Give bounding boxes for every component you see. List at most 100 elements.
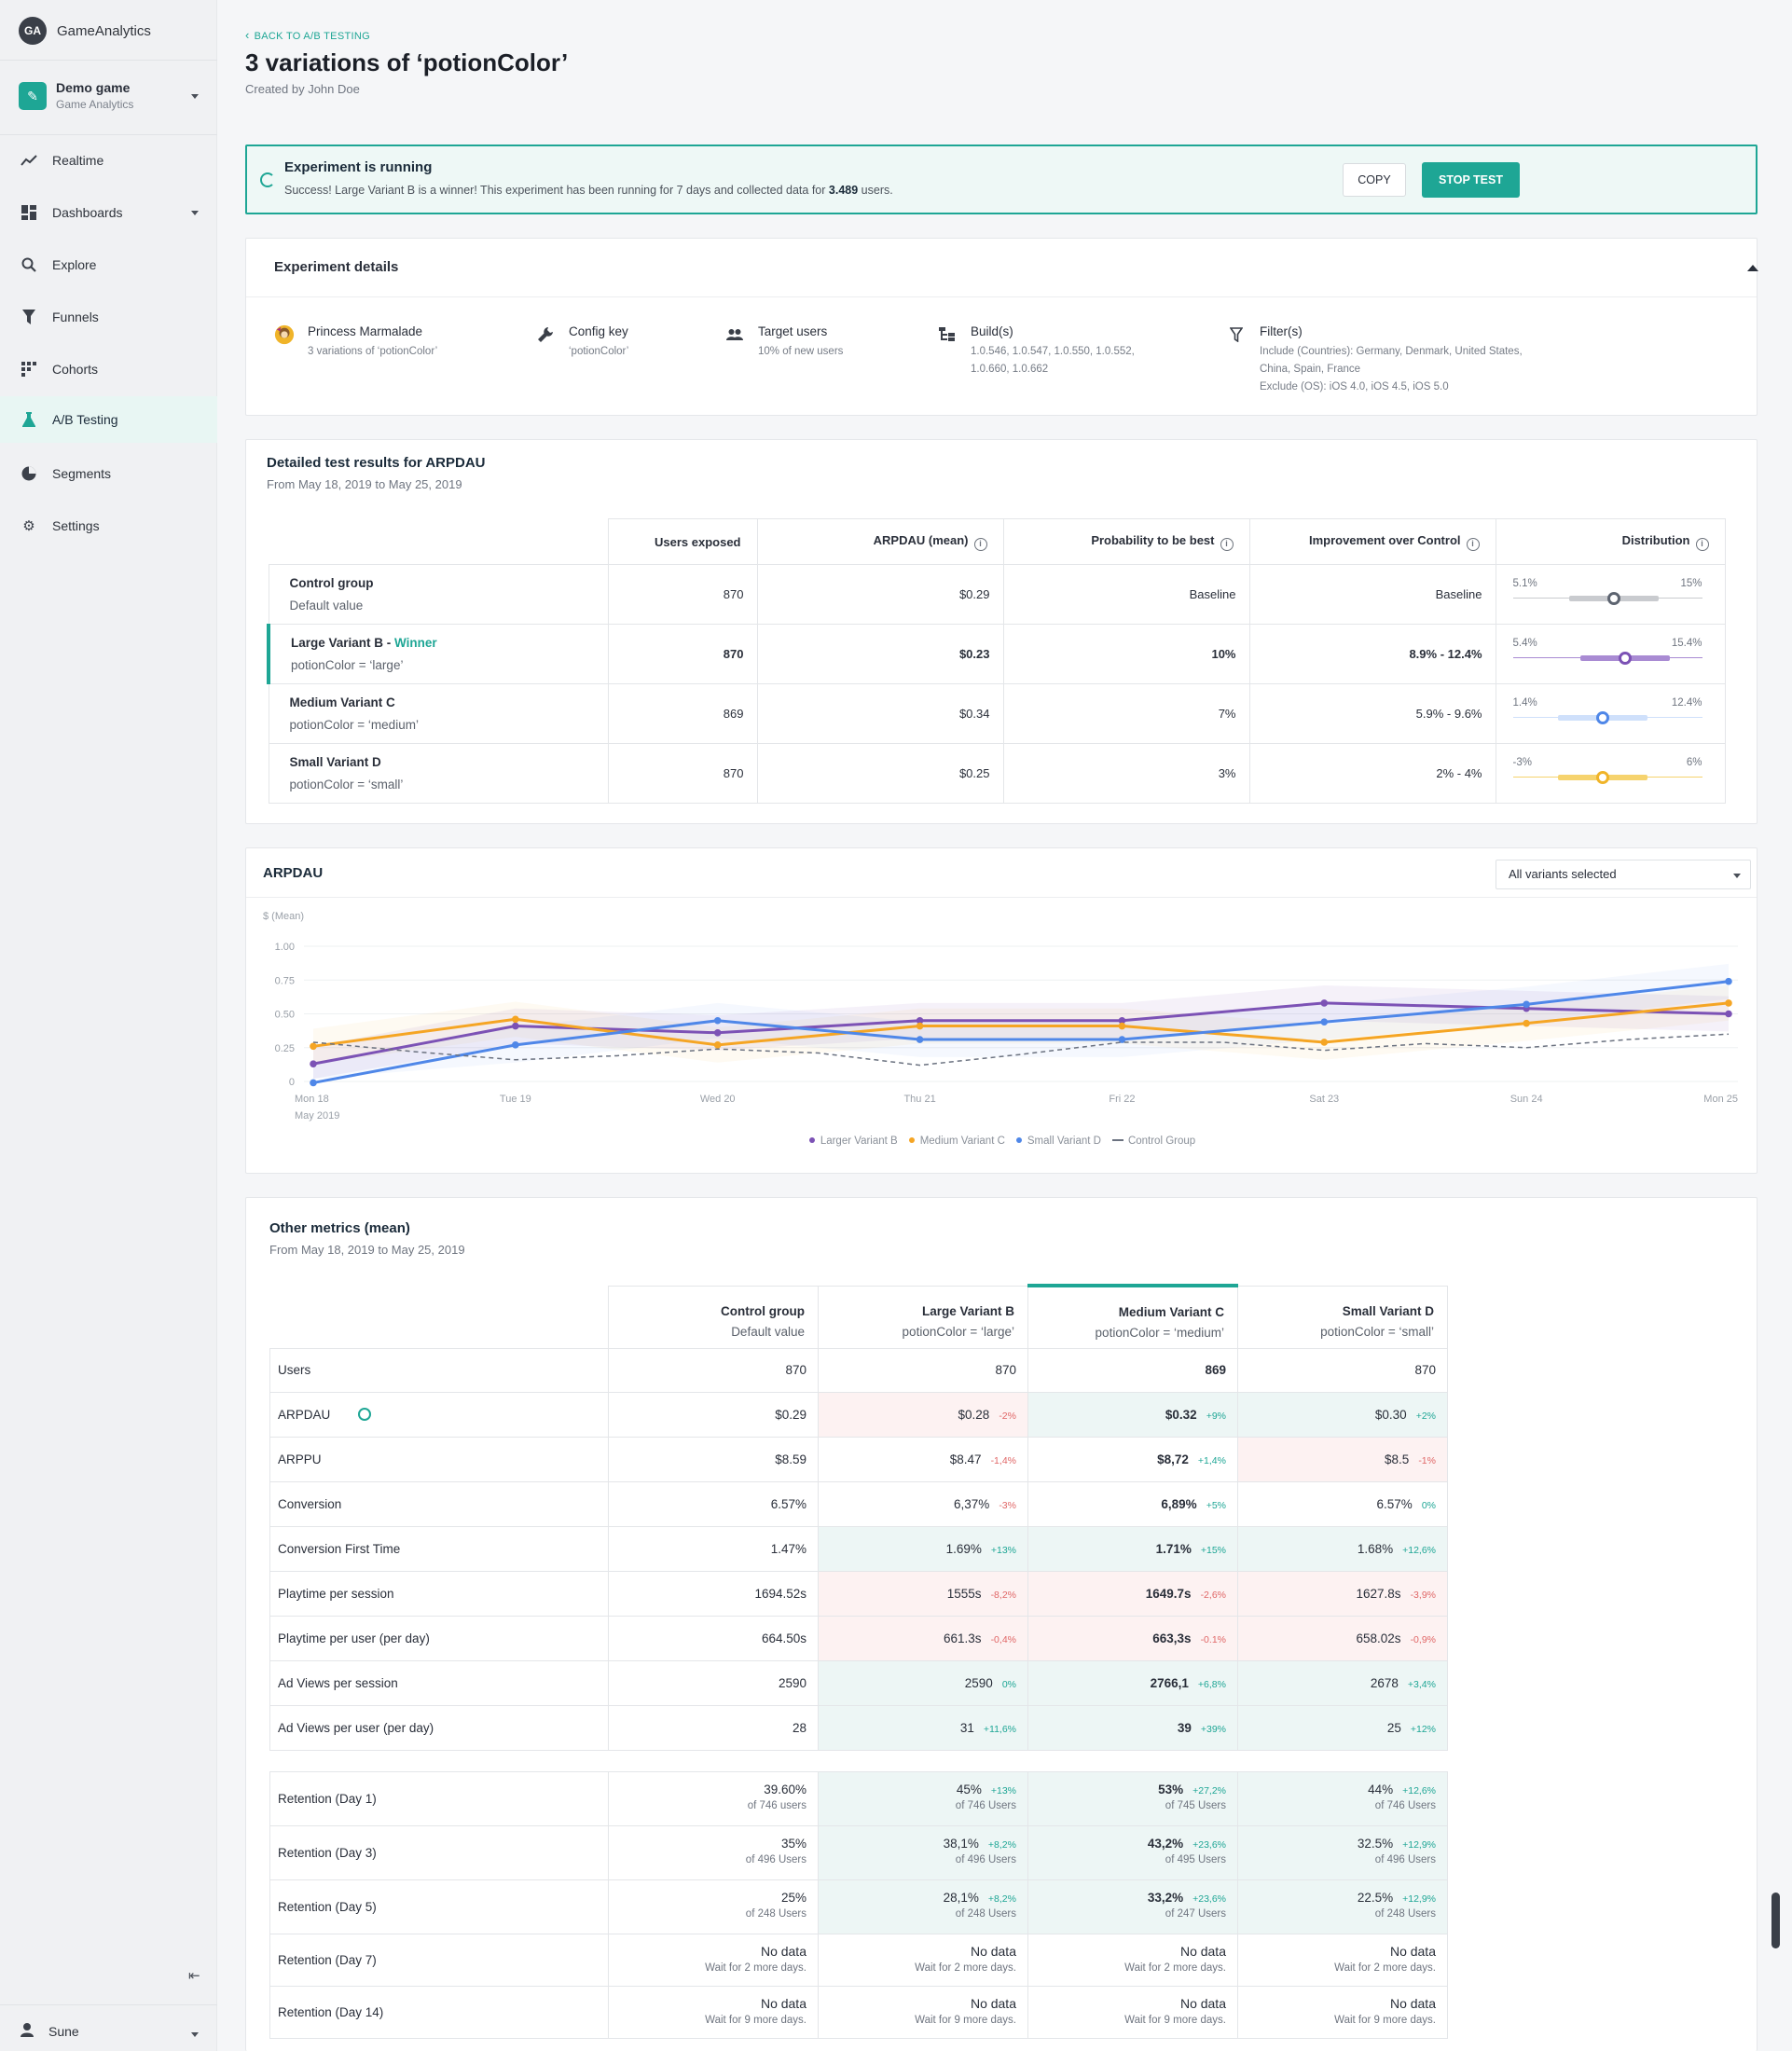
info-icon[interactable]: i bbox=[973, 537, 987, 551]
metric-value-line: No data bbox=[1238, 1996, 1436, 2011]
legend-label: Control Group bbox=[1127, 1136, 1196, 1147]
nav-item-explore[interactable]: Explore bbox=[0, 241, 217, 288]
stop-test-button[interactable]: STOP TEST bbox=[1422, 162, 1520, 198]
chevron-up-icon[interactable] bbox=[1747, 265, 1758, 271]
probability-cell: 7% bbox=[1002, 683, 1250, 744]
data-point[interactable] bbox=[512, 1041, 519, 1049]
legend-item[interactable]: Medium Variant C bbox=[908, 1136, 1005, 1147]
data-point[interactable] bbox=[1725, 1010, 1732, 1018]
data-point[interactable] bbox=[1725, 977, 1732, 985]
metric-delta: 0% bbox=[1001, 1678, 1016, 1690]
data-point[interactable] bbox=[916, 1036, 924, 1043]
variant-value: potionColor = ‘medium’ bbox=[289, 718, 419, 732]
other-title: Other metrics (mean) bbox=[269, 1220, 410, 1236]
legend-item[interactable]: Control Group bbox=[1111, 1136, 1196, 1147]
data-point[interactable] bbox=[1118, 1022, 1126, 1030]
metric-name-cell: ARPPU bbox=[269, 1436, 609, 1482]
legend-item[interactable]: Small Variant D bbox=[1015, 1136, 1101, 1147]
metric-cell: No data Wait for 2 more days. bbox=[1027, 1934, 1238, 1987]
metric-cell: 39.60% of 746 users bbox=[608, 1771, 819, 1826]
metric-value-line: 35% bbox=[609, 1837, 806, 1851]
variant-select[interactable]: All variants selected bbox=[1496, 860, 1751, 889]
nav-item-ab-testing[interactable]: A/B Testing bbox=[0, 396, 217, 443]
col-name: Large Variant B bbox=[921, 1303, 1014, 1318]
divider bbox=[246, 897, 1757, 898]
created-by: Created by John Doe bbox=[245, 82, 360, 96]
data-point[interactable] bbox=[713, 1041, 722, 1049]
data-point[interactable] bbox=[1523, 1019, 1530, 1027]
divider bbox=[0, 2004, 217, 2005]
distribution-cell: 1.4% 12.4% bbox=[1495, 683, 1726, 744]
metric-value-line: 1.71% +15% bbox=[1028, 1542, 1226, 1556]
data-point[interactable] bbox=[1118, 1016, 1126, 1025]
nav-item-dashboards[interactable]: Dashboards bbox=[0, 189, 217, 236]
legend-item[interactable]: Larger Variant B bbox=[808, 1136, 898, 1147]
metric-value-line: 39.60% bbox=[609, 1783, 806, 1796]
data-point[interactable] bbox=[916, 1016, 924, 1025]
main-content: ‹ BACK TO A/B TESTING 3 variations of ‘po… bbox=[217, 0, 1792, 2051]
variant-cell: Large Variant B - Winner potionColor = ‘l… bbox=[267, 624, 609, 684]
nav-item-funnels[interactable]: Funnels bbox=[0, 294, 217, 340]
metric-sub: of 495 Users bbox=[1165, 1854, 1226, 1865]
retention-row: Retention (Day 1) 39.60% of 746 users 45% +1… bbox=[269, 1771, 1448, 1826]
data-point[interactable] bbox=[1320, 999, 1329, 1007]
distribution-cell: 5.1% 15% bbox=[1495, 564, 1726, 625]
data-point[interactable] bbox=[512, 1015, 519, 1024]
metric-row: Playtime per user (per day) 664.50s 661.3s… bbox=[269, 1615, 1448, 1661]
metric-cell: No data Wait for 2 more days. bbox=[1237, 1934, 1448, 1987]
arpdau-cell: $0.23 bbox=[756, 624, 1004, 684]
other-metrics-card: Other metrics (mean) From May 18, 2019 t… bbox=[245, 1197, 1758, 2051]
improvement-cell: 5.9% - 9.6% bbox=[1248, 683, 1496, 744]
nav-item-segments[interactable]: Segments bbox=[0, 450, 217, 497]
data-point[interactable] bbox=[310, 1079, 317, 1087]
dist-high: 15.4% bbox=[1671, 637, 1702, 649]
data-point[interactable] bbox=[713, 1029, 722, 1037]
col-name: Control group bbox=[721, 1303, 805, 1318]
retention-row: Retention (Day 14) No data Wait for 9 more… bbox=[269, 1986, 1448, 2039]
metric-cell: $0.28 -2% bbox=[818, 1391, 1028, 1438]
back-link[interactable]: ‹ BACK TO A/B TESTING bbox=[245, 28, 370, 42]
metric-delta: +12,6% bbox=[1402, 1785, 1436, 1796]
metric-value: 25% bbox=[780, 1891, 806, 1905]
info-icon[interactable]: i bbox=[1695, 537, 1709, 551]
metric-value: $0.29 bbox=[775, 1407, 806, 1422]
collapse-sidebar-icon[interactable]: ⇤ bbox=[188, 1968, 200, 1984]
data-point[interactable] bbox=[512, 1022, 519, 1030]
metric-name-cell: Playtime per session bbox=[269, 1570, 609, 1617]
nav-item-realtime[interactable]: Realtime bbox=[0, 137, 217, 184]
game-selector[interactable]: ✎ Demo game Game Analytics bbox=[19, 78, 205, 114]
distribution-graphic: -3% 6% bbox=[1496, 755, 1702, 792]
copy-button[interactable]: COPY bbox=[1343, 163, 1406, 197]
metric-cell: 870 bbox=[608, 1347, 819, 1393]
metric-value: 664.50s bbox=[761, 1631, 806, 1645]
scrollbar-thumb[interactable] bbox=[1771, 1893, 1780, 1948]
metric-cell: 25% of 248 Users bbox=[608, 1879, 819, 1934]
data-point[interactable] bbox=[1320, 1018, 1329, 1026]
data-point[interactable] bbox=[1320, 1039, 1329, 1046]
metric-cell: 658.02s -0,9% bbox=[1237, 1615, 1448, 1661]
info-icon[interactable]: i bbox=[1466, 537, 1480, 551]
nav-item-cohorts[interactable]: Cohorts bbox=[0, 346, 217, 392]
info-icon[interactable]: i bbox=[1220, 537, 1234, 551]
data-point[interactable] bbox=[310, 1060, 317, 1067]
data-point[interactable] bbox=[916, 1022, 924, 1030]
improvement-cell: 8.9% - 12.4% bbox=[1248, 624, 1496, 684]
data-point[interactable] bbox=[1725, 999, 1732, 1007]
metric-cell: 32.5% +12,9% of 496 Users bbox=[1237, 1825, 1448, 1880]
metric-cell: 2678 +3,4% bbox=[1237, 1659, 1448, 1706]
variant-value: Default value bbox=[289, 599, 364, 613]
user-menu[interactable]: Sune bbox=[21, 2023, 79, 2040]
metric-value-line: 870 bbox=[1238, 1363, 1436, 1377]
data-point[interactable] bbox=[1118, 1036, 1126, 1043]
data-point[interactable] bbox=[310, 1042, 317, 1051]
y-tick-label: 0.25 bbox=[275, 1043, 295, 1054]
data-point[interactable] bbox=[713, 1016, 722, 1025]
metric-name: Ad Views per session bbox=[278, 1675, 398, 1690]
sidebar: GA GameAnalytics ✎ Demo game Game Analyt… bbox=[0, 0, 217, 2051]
app-logo[interactable]: GA GameAnalytics bbox=[19, 17, 151, 45]
metric-value: 870 bbox=[785, 1363, 806, 1377]
metric-value-line: 43,2% +23,6% bbox=[1028, 1837, 1226, 1851]
data-point[interactable] bbox=[1523, 1000, 1530, 1009]
nav-item-settings[interactable]: ⚙ Settings bbox=[0, 502, 217, 549]
arpdau-cell: $0.34 bbox=[756, 683, 1004, 744]
